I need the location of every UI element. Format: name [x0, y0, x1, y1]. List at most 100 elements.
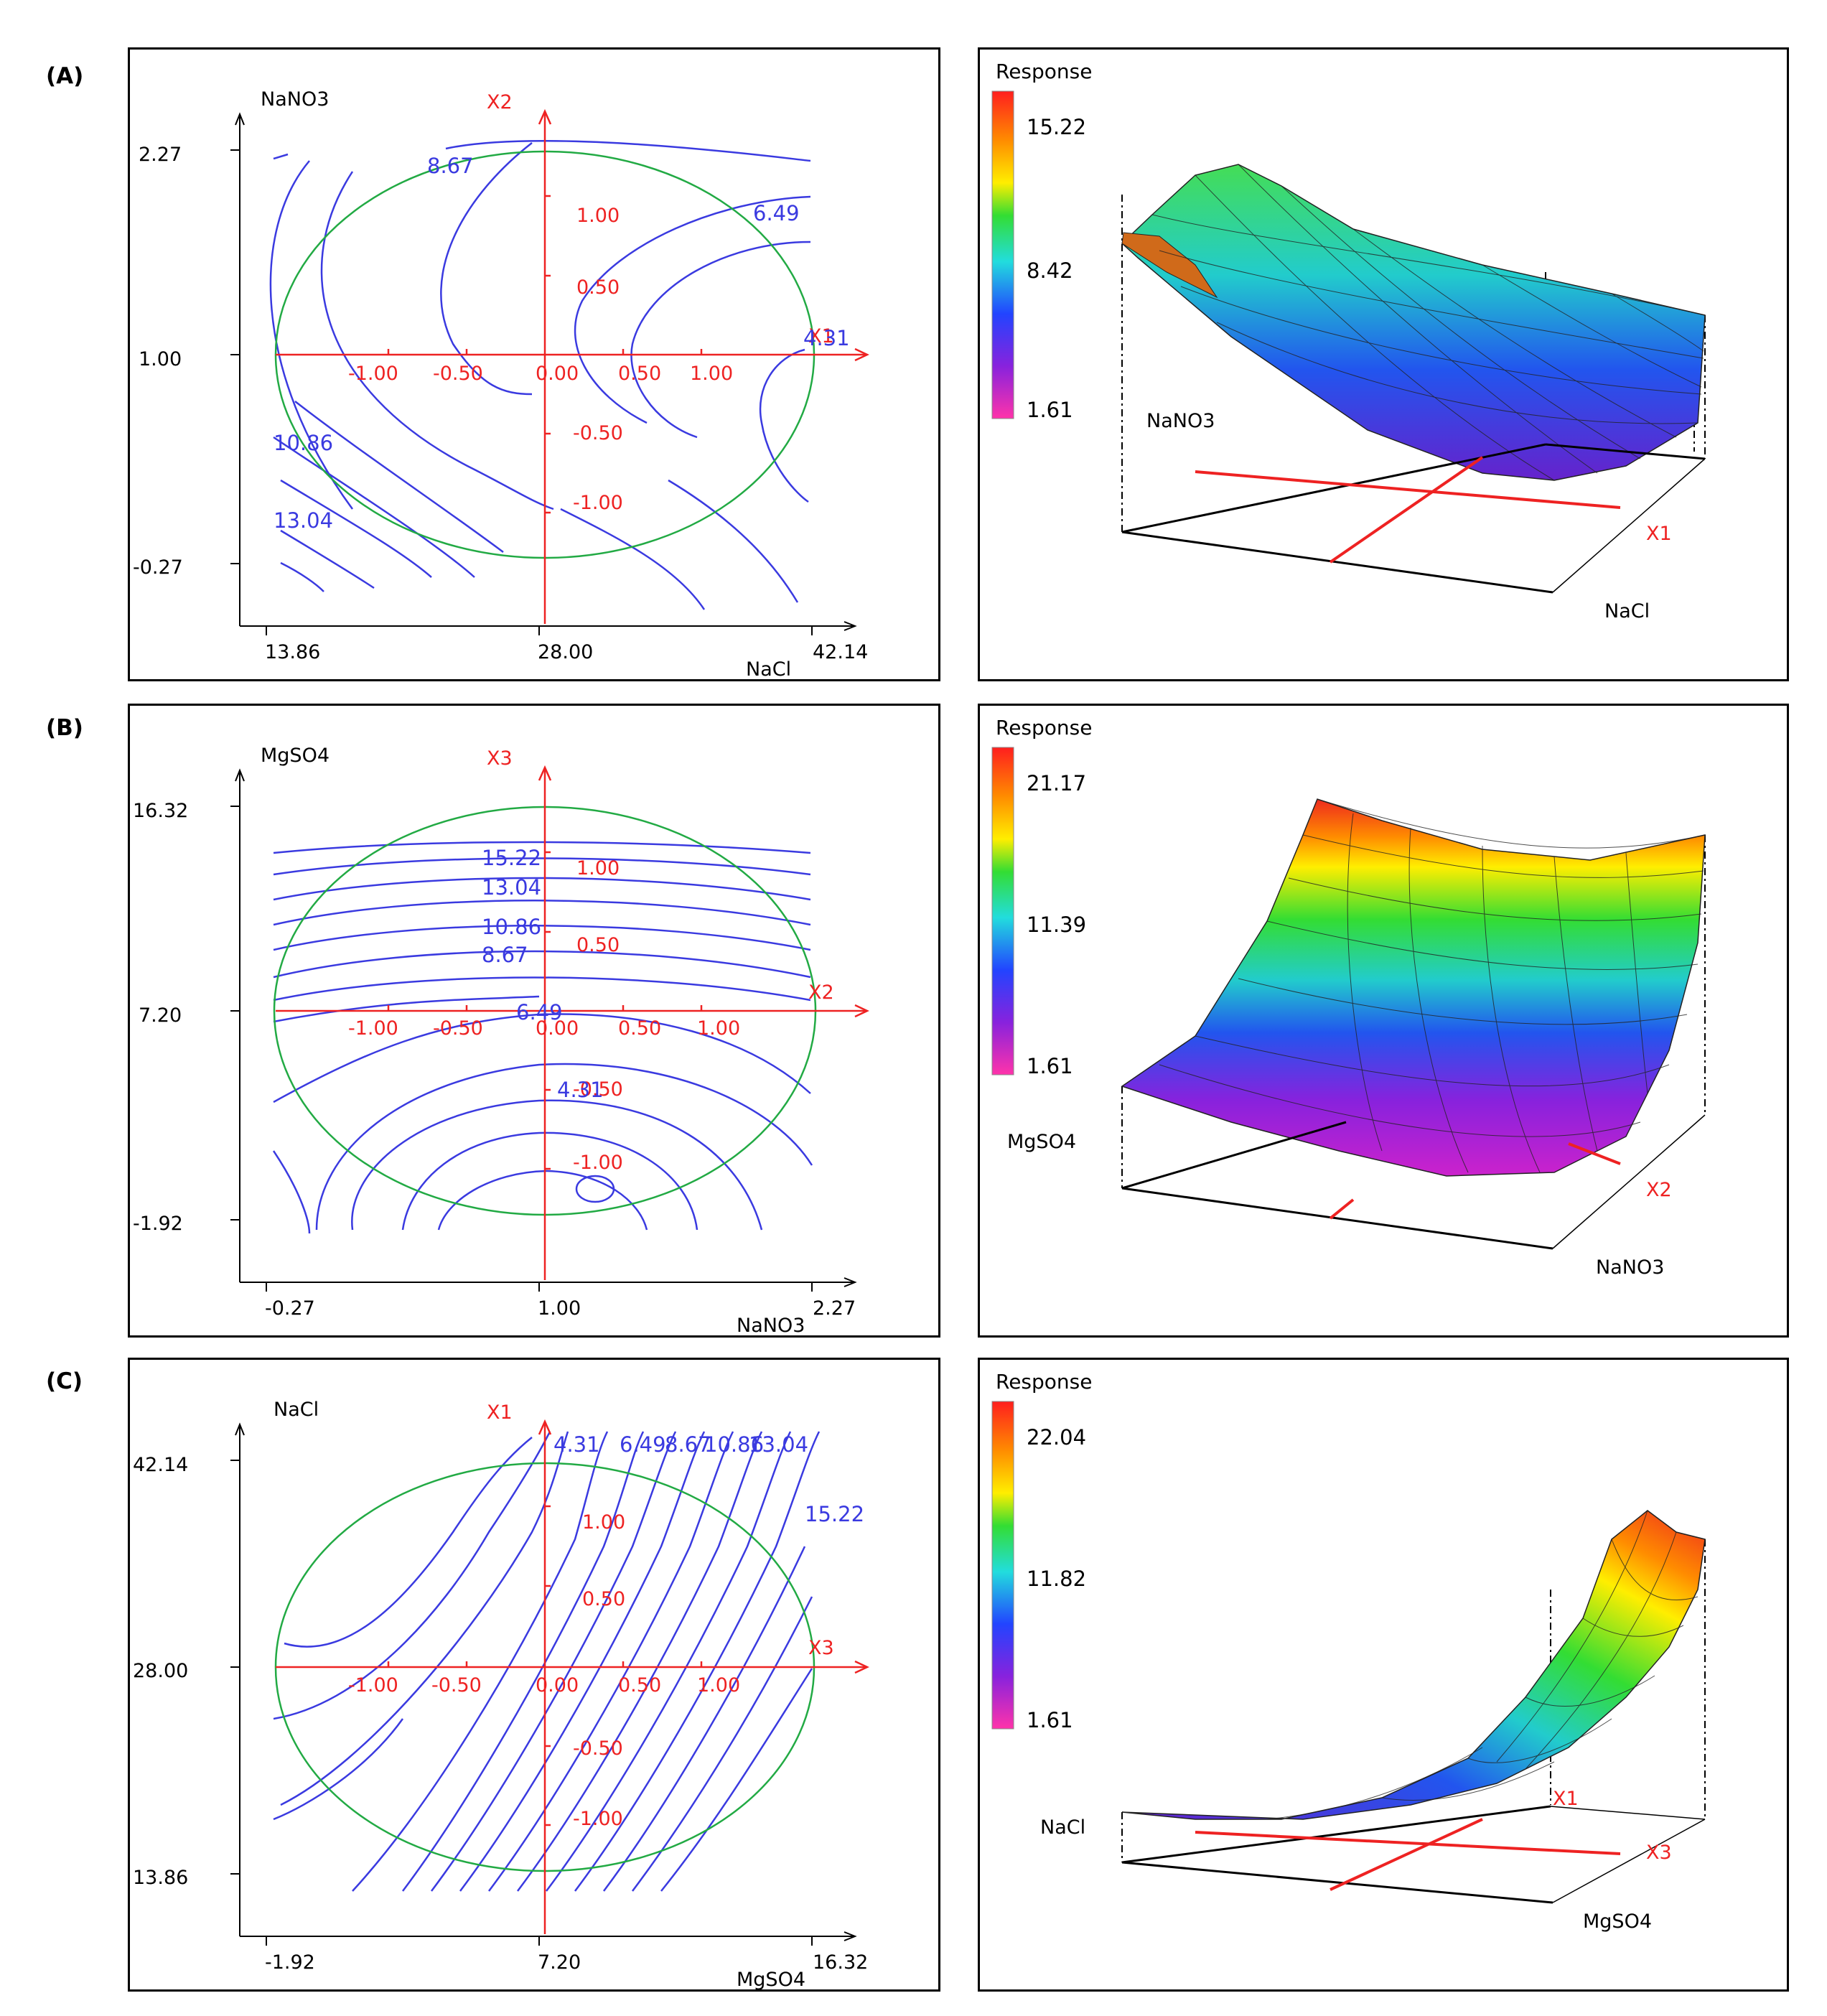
- contour-line: [280, 561, 324, 592]
- coded-y-label: X2: [487, 91, 513, 113]
- coded-x-label: X3: [808, 1637, 834, 1659]
- legend-min: 1.61: [1027, 1708, 1073, 1732]
- surface-coded-label-x3: X3: [1646, 1842, 1672, 1864]
- y-axis-min: -0.27: [133, 556, 183, 579]
- contour-label: 15.22: [805, 1502, 864, 1526]
- x-tick-label: 0.50: [618, 1674, 661, 1697]
- coded-axes-c: [276, 1419, 869, 1934]
- contour-line: [430, 1431, 677, 1892]
- contour-line: [630, 241, 811, 439]
- contour-label: 6.49: [620, 1432, 666, 1457]
- contour-line: [759, 348, 809, 503]
- surface-grid-b: [1159, 798, 1706, 1173]
- surface-y-label: NaCl: [1040, 1816, 1085, 1839]
- box-frame-c: [1121, 1539, 1706, 1862]
- data-axes-c: [230, 1422, 857, 1946]
- contour-line: [273, 877, 811, 901]
- legend-title: Response: [996, 60, 1092, 83]
- y-tick-label: -0.50: [573, 1078, 623, 1101]
- contour-line: [445, 140, 811, 162]
- base-cross-c: [1195, 1818, 1621, 1891]
- coded-y-label: X3: [487, 747, 513, 770]
- surface-mesh: [1121, 1510, 1706, 1820]
- x-tick-label: 0.00: [536, 1674, 579, 1697]
- y-axis-max: 42.14: [133, 1454, 188, 1476]
- contour-line: [273, 1718, 404, 1821]
- panel-letter-b: (B): [46, 715, 83, 741]
- x-tick-label: 0.00: [536, 1017, 579, 1040]
- surface-grid-c: [1266, 1510, 1698, 1820]
- x-axis-max: 2.27: [813, 1297, 856, 1320]
- x-tick-label: -1.00: [348, 363, 398, 385]
- contour-line: [440, 142, 533, 396]
- legend-mid: 8.42: [1027, 258, 1073, 283]
- base-plane-a: [1121, 443, 1706, 594]
- y-axis-center: 7.20: [139, 1004, 182, 1027]
- surface-y-label: MgSO4: [1007, 1131, 1076, 1153]
- x-tick-label: 1.00: [697, 1017, 740, 1040]
- color-scale-bar: [991, 747, 1014, 1075]
- contour-label: 4.31: [803, 326, 850, 350]
- y-axis-center: 28.00: [133, 1660, 188, 1682]
- y-tick-label: 1.00: [582, 1511, 625, 1534]
- contour-label: 15.22: [482, 846, 541, 870]
- contour-line: [631, 1596, 813, 1892]
- contour-line: [273, 436, 475, 578]
- contour-line: [269, 160, 354, 510]
- x-tick-label: 1.00: [697, 1674, 740, 1697]
- x-tick-label: -0.50: [431, 1674, 482, 1697]
- x-axis-center: 7.20: [538, 1951, 581, 1974]
- contour-label: 6.49: [516, 1000, 563, 1025]
- contour-line: [574, 1431, 821, 1892]
- surface-mesh: [1121, 798, 1706, 1177]
- contour-line: [320, 171, 554, 510]
- contour-line: [487, 1431, 734, 1892]
- surface-x-label: NaCl: [1604, 600, 1650, 622]
- data-axes-b: [230, 768, 857, 1292]
- y-tick-label: -1.00: [573, 492, 623, 514]
- surface-plot-c: Response 22.04 11.82 1.61: [978, 1358, 1789, 1992]
- x-axis-min: 13.86: [265, 641, 320, 663]
- surface-mesh: [1121, 164, 1706, 481]
- x-axis-min: -1.92: [265, 1951, 315, 1974]
- contour-label: 4.31: [557, 1078, 604, 1102]
- x-axis-center: 28.00: [538, 641, 593, 663]
- contour-line: [273, 1431, 551, 1720]
- contour-line: [272, 1150, 311, 1234]
- contour-lines-c: [273, 1431, 821, 1892]
- contour-line: [273, 950, 811, 979]
- contour-label: 10.86: [704, 1432, 764, 1457]
- contour-lines-a: [269, 140, 811, 610]
- contour-line: [437, 1170, 648, 1231]
- y-tick-label: 0.50: [576, 934, 620, 956]
- x-tick-label: 1.00: [690, 363, 733, 385]
- contour-label: 13.04: [482, 875, 541, 900]
- box-frame-b: [1121, 835, 1706, 1188]
- contour-label: 8.67: [665, 1432, 711, 1457]
- x-axis-max: 16.32: [813, 1951, 868, 1974]
- y-tick-label: 1.00: [576, 205, 620, 227]
- base-plane-c: [1121, 1805, 1553, 1904]
- coded-y-label: X1: [487, 1401, 513, 1424]
- x-tick-label: 0.50: [618, 1017, 661, 1040]
- surface-coded-label: X2: [1646, 1179, 1672, 1201]
- contour-line: [294, 401, 504, 554]
- surface-plot-a: Response 15.22 8.42 1.61: [978, 47, 1789, 681]
- contour-plot-c: -1.00 -0.50 0.00 0.50 1.00 1.00 0.50 -0.…: [128, 1358, 940, 1992]
- contour-plot-b: -1.00 -0.50 0.00 0.50 1.00 1.00 0.50 -0.…: [128, 704, 940, 1338]
- surface-coded-label: X1: [1646, 523, 1672, 545]
- surface-y-label: NaNO3: [1146, 410, 1215, 432]
- x-tick-label: -0.50: [433, 1017, 483, 1040]
- coded-x-label: X1: [808, 325, 834, 347]
- contour-line: [575, 1175, 615, 1203]
- x-tick-label: 0.00: [536, 363, 579, 385]
- surface-mesh: [1121, 232, 1218, 299]
- y-axis-min: -1.92: [133, 1213, 183, 1235]
- color-scale-bar: [991, 1401, 1014, 1730]
- contour-line: [401, 1431, 645, 1892]
- color-scale-bar: [991, 90, 1014, 419]
- legend-title: Response: [996, 716, 1092, 739]
- contour-line: [273, 153, 289, 160]
- y-axis-center: 1.00: [139, 348, 182, 370]
- y-axis-max: 2.27: [139, 144, 182, 166]
